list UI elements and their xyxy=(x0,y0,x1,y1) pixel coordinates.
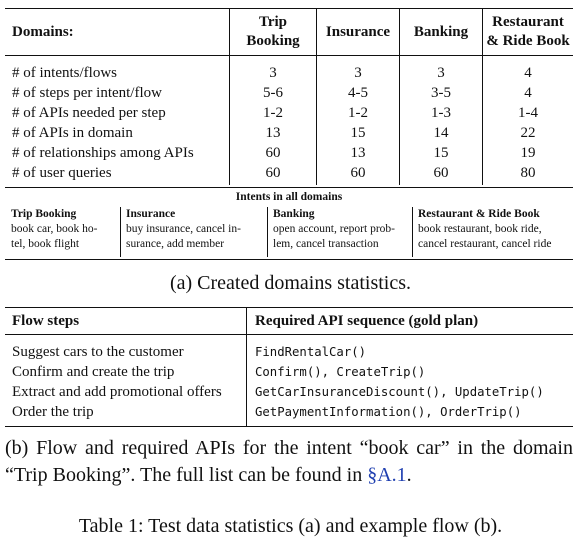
intent-list-line: lem, cancel transaction xyxy=(273,238,379,250)
flow-header-row: Flow steps Required API sequence (gold p… xyxy=(5,307,573,335)
intent-list-line: cancel restaurant, cancel ride xyxy=(418,238,552,250)
cell-value: 4-5 xyxy=(316,83,400,103)
stats-row: # of relationships among APIs 60 13 15 1… xyxy=(5,143,573,163)
cell-value: 13 xyxy=(229,123,317,143)
flow-step: Confirm and create the trip xyxy=(12,364,175,380)
header-banking: Banking xyxy=(399,8,483,56)
api-sequence: Confirm(), CreateTrip() xyxy=(246,362,573,382)
header-line: Restaurant xyxy=(492,14,564,30)
flow-step: Order the trip xyxy=(12,404,94,420)
cell-value: 1-3 xyxy=(399,103,483,123)
intent-list-line: book car, book ho- xyxy=(11,223,98,235)
intent-domain-name: Banking xyxy=(273,208,315,220)
cell-value: 60 xyxy=(229,163,317,185)
header-line: Insurance xyxy=(325,23,391,40)
domains-header: Domains: xyxy=(5,8,230,56)
intent-list-line: book restaurant, book ride, xyxy=(418,223,542,235)
row-label: # of user queries xyxy=(12,165,112,181)
flow-row: Suggest cars to the customer FindRentalC… xyxy=(5,334,573,362)
api-sequence: FindRentalCar() xyxy=(246,334,573,362)
stats-header-row: Domains: Trip Booking Insurance Banking … xyxy=(5,8,573,56)
row-label: # of intents/flows xyxy=(12,65,117,81)
header-line: & Ride Book xyxy=(486,33,570,49)
api-sequence-header: Required API sequence (gold plan) xyxy=(246,307,573,335)
cell-value: 1-4 xyxy=(482,103,573,123)
stats-row: # of user queries 60 60 60 80 xyxy=(5,163,573,185)
subcaption-b-line1: (b) Flow and required APIs for the inten… xyxy=(5,437,506,459)
header-insurance: Insurance xyxy=(316,8,400,56)
cell-value: 1-2 xyxy=(229,103,317,123)
header-line: Trip xyxy=(258,14,288,30)
cell-value: 15 xyxy=(399,143,483,163)
intent-col-restaurant-ride: Restaurant & Ride Book book restaurant, … xyxy=(412,207,573,257)
cell-value: 3 xyxy=(316,55,400,83)
api-sequence: GetPaymentInformation(), OrderTrip() xyxy=(246,402,573,427)
subcaption-a: (a) Created domains statistics. xyxy=(169,272,412,294)
cell-value: 13 xyxy=(316,143,400,163)
cell-value: 60 xyxy=(229,143,317,163)
intent-list-line: buy insurance, cancel in- xyxy=(126,223,241,235)
subcaption-b-line2: domain “Trip Booking”. The full list can… xyxy=(5,437,573,486)
cell-value: 60 xyxy=(399,163,483,185)
cell-value: 3-5 xyxy=(399,83,483,103)
intent-list-line: surance, add member xyxy=(126,238,225,250)
api-sequence: GetCarInsuranceDiscount(), UpdateTrip() xyxy=(246,382,573,402)
section-reference-link[interactable]: §A.1 xyxy=(367,464,407,486)
intent-col-banking: Banking open account, report prob- lem, … xyxy=(267,207,415,257)
intent-col-trip-booking: Trip Booking book car, book ho- tel, boo… xyxy=(11,207,118,257)
intent-list-line: tel, book flight xyxy=(11,238,80,250)
stats-row: # of APIs needed per step 1-2 1-2 1-3 1-… xyxy=(5,103,573,123)
cell-value: 22 xyxy=(482,123,573,143)
table-caption: Table 1: Test data statistics (a) and ex… xyxy=(78,515,503,537)
intents-block: Intents in all domains Trip Booking book… xyxy=(5,187,573,260)
cell-value: 60 xyxy=(316,163,400,185)
cell-value: 1-2 xyxy=(316,103,400,123)
flow-steps-header: Flow steps xyxy=(5,307,247,335)
row-label: # of APIs needed per step xyxy=(12,105,166,121)
flow-row: Confirm and create the trip Confirm(), C… xyxy=(5,362,573,382)
domain-stats-table: Domains: Trip Booking Insurance Banking … xyxy=(5,8,573,185)
cell-value: 19 xyxy=(482,143,573,163)
subcaption-b: (b) Flow and required APIs for the inten… xyxy=(5,435,573,489)
cell-value: 3 xyxy=(229,55,317,83)
header-line: Booking xyxy=(246,33,300,49)
row-label: # of steps per intent/flow xyxy=(12,85,162,101)
header-line: Banking xyxy=(413,23,469,40)
row-label: # of relationships among APIs xyxy=(12,145,194,161)
header-restaurant-ride: Restaurant & Ride Book xyxy=(482,8,573,56)
flow-row: Extract and add promotional offers GetCa… xyxy=(5,382,573,402)
row-label: # of APIs in domain xyxy=(12,125,133,141)
subcaption-b-end: . xyxy=(406,464,412,486)
cell-value: 3 xyxy=(399,55,483,83)
flow-step: Extract and add promotional offers xyxy=(12,384,222,400)
flow-row: Order the trip GetPaymentInformation(), … xyxy=(5,402,573,427)
cell-value: 15 xyxy=(316,123,400,143)
cell-value: 80 xyxy=(482,163,573,185)
flow-step: Suggest cars to the customer xyxy=(12,344,184,360)
stats-row: # of intents/flows 3 3 3 4 xyxy=(5,55,573,83)
intent-domain-name: Restaurant & Ride Book xyxy=(418,208,540,220)
flow-table: Flow steps Required API sequence (gold p… xyxy=(5,307,573,427)
cell-value: 14 xyxy=(399,123,483,143)
cell-value: 4 xyxy=(482,55,573,83)
intent-domain-name: Trip Booking xyxy=(11,208,77,220)
cell-value: 4 xyxy=(482,83,573,103)
stats-row: # of APIs in domain 13 15 14 22 xyxy=(5,123,573,143)
stats-row: # of steps per intent/flow 5-6 4-5 3-5 4 xyxy=(5,83,573,103)
intent-domain-name: Insurance xyxy=(126,208,176,220)
cell-value: 5-6 xyxy=(229,83,317,103)
intent-list-line: open account, report prob- xyxy=(273,223,395,235)
intents-title: Intents in all domains xyxy=(235,191,343,203)
intent-col-insurance: Insurance buy insurance, cancel in- sura… xyxy=(120,207,270,257)
header-trip-booking: Trip Booking xyxy=(229,8,317,56)
